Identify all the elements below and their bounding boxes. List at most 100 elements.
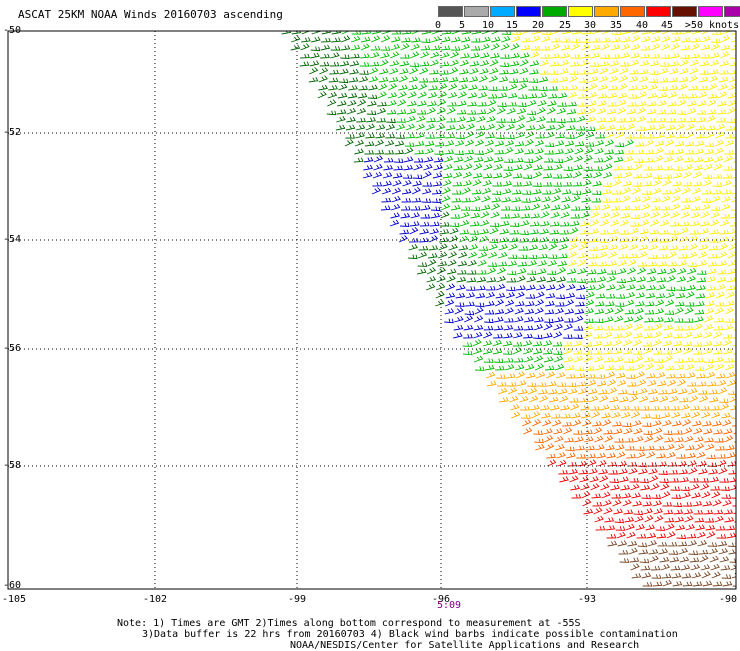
wind-barb: [617, 380, 626, 386]
wind-barb: [640, 406, 649, 410]
wind-barb: [578, 260, 586, 267]
wind-barb: [692, 196, 701, 202]
wind-barb: [431, 207, 440, 211]
wind-barb: [672, 573, 681, 578]
wind-barb: [704, 324, 713, 330]
wind-barb: [634, 511, 643, 515]
wind-barb: [579, 243, 587, 250]
wind-barb: [414, 150, 423, 154]
measurement-time: 5:09: [437, 600, 461, 611]
wind-barb: [501, 214, 510, 218]
wind-barb: [608, 388, 616, 395]
wind-barb: [532, 197, 541, 202]
wind-barb: [565, 141, 574, 146]
wind-barb: [663, 502, 672, 506]
wind-barb: [567, 278, 576, 282]
wind-barb: [614, 509, 623, 514]
wind-barb: [547, 101, 556, 107]
wind-barb: [550, 222, 559, 226]
wind-barb: [479, 246, 488, 250]
wind-barb: [568, 92, 577, 98]
wind-barb: [689, 551, 698, 555]
wind-barb: [638, 469, 647, 474]
wind-barb: [721, 413, 730, 418]
wind-barb: [529, 78, 538, 82]
wind-barb: [456, 116, 465, 122]
wind-barb: [607, 276, 616, 282]
wind-barb: [629, 236, 638, 242]
wind-barb: [395, 141, 404, 146]
wind-barb: [730, 61, 739, 66]
wind-barb: [469, 244, 478, 250]
wind-barb: [558, 254, 567, 258]
wind-barb: [511, 213, 520, 218]
wind-barb: [528, 86, 537, 90]
wind-barb: [546, 118, 555, 122]
wind-barb: [651, 44, 659, 50]
wind-barb: [713, 174, 722, 178]
wind-barb: [319, 68, 327, 75]
wind-barb: [551, 205, 560, 210]
wind-barb: [658, 254, 667, 258]
wind-barb: [658, 542, 667, 546]
wind-barb: [683, 172, 691, 179]
wind-barb: [526, 116, 535, 122]
wind-barb: [678, 542, 687, 546]
wind-barb: [674, 326, 683, 330]
wind-barb: [673, 173, 682, 178]
wind-barb: [507, 108, 516, 114]
wind-barb: [637, 107, 645, 114]
wind-barb: [709, 548, 718, 554]
wind-barb: [714, 148, 723, 154]
wind-barb: [384, 158, 393, 162]
note-line-3: NOAA/NESDIS/Center for Satellite Applica…: [290, 640, 740, 651]
wind-barb: [683, 342, 692, 346]
wind-barb: [459, 245, 468, 250]
wind-barb: [592, 198, 601, 202]
wind-barb: [675, 365, 684, 371]
wind-barb: [714, 510, 723, 514]
wind-barb: [720, 487, 729, 491]
wind-barb: [659, 78, 668, 82]
wind-barb: [327, 100, 335, 107]
wind-barb: [586, 374, 595, 378]
wind-barb: [465, 302, 474, 306]
wind-barb: [399, 235, 407, 242]
wind-barb: [645, 134, 654, 138]
wind-barb: [697, 270, 706, 274]
wind-barb: [713, 332, 721, 339]
wind-barb: [495, 135, 504, 139]
wind-barb: [664, 150, 673, 154]
wind-barb: [630, 53, 639, 58]
wind-barb: [675, 134, 684, 138]
wind-barb: [648, 389, 657, 394]
wind-barb: [502, 189, 511, 195]
wind-barb: [694, 510, 703, 514]
wind-barb: [397, 99, 405, 106]
wind-barb: [603, 164, 611, 170]
wind-barb: [571, 39, 580, 43]
wind-barb: [395, 134, 404, 138]
wind-barb: [464, 150, 473, 154]
wind-barb: [685, 445, 694, 450]
wind-barb: [648, 93, 657, 98]
wind-barb: [477, 110, 486, 115]
wind-barb: [597, 381, 606, 386]
wind-barb: [455, 302, 464, 306]
wind-barb: [676, 124, 684, 131]
wind-barb: [551, 414, 560, 418]
wind-barb: [311, 47, 320, 51]
wind-barb: [521, 214, 530, 218]
wind-barb: [716, 454, 725, 458]
wind-barb: [593, 427, 601, 434]
wind-barb: [421, 39, 430, 43]
wind-barb: [518, 389, 527, 394]
wind-barb: [512, 190, 521, 194]
wind-barb: [676, 118, 685, 122]
wind-barb: [678, 469, 687, 474]
wind-barb: [577, 382, 586, 386]
wind-barb: [670, 486, 679, 490]
wind-barb: [715, 516, 724, 522]
wind-barb: [683, 502, 692, 506]
wind-barb: [713, 350, 722, 354]
